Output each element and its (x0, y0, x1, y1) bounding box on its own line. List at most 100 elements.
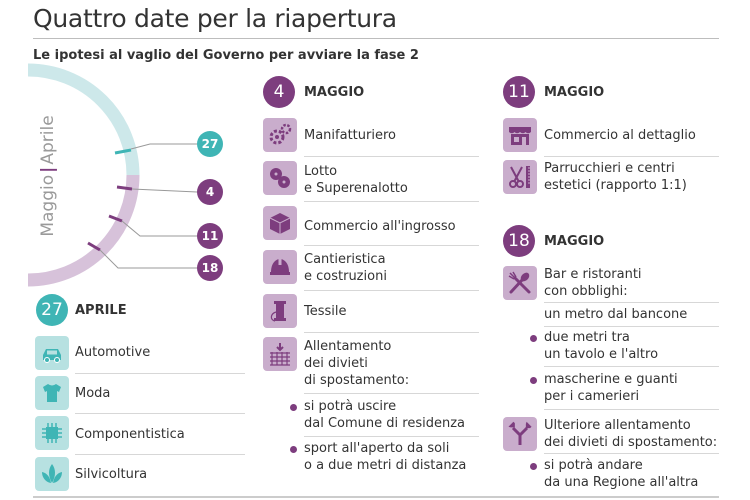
marker-tick-18 (87, 241, 101, 252)
bullet-due-metri: due metri tra un tavolo e l'altro (544, 329, 658, 363)
row-divider (75, 373, 245, 374)
bullet-sport-line-1: sport all'aperto da soli (304, 441, 450, 456)
travel-line-2: dei divieti di spostamento: (544, 435, 718, 450)
row-divider (544, 326, 719, 327)
row-divider (304, 290, 479, 291)
rule-metro-bancone: un metro dal bancone (544, 307, 688, 322)
row-divider (304, 436, 479, 437)
bullet-uscire-comune: si potrà uscire dal Comune di residenza (304, 398, 465, 432)
sector-manifatturiero: Manifatturiero (304, 128, 396, 143)
sector-tessile: Tessile (304, 304, 347, 319)
scissors-comb-icon (503, 160, 537, 194)
month-label-maggio: Maggio (38, 174, 58, 237)
bullet-regione: si potrà andare da una Regione all'altra (544, 457, 698, 491)
row-divider (544, 453, 719, 454)
sector-lotto-line-1: Lotto (304, 164, 338, 179)
date-badge-18: 18 (503, 225, 535, 257)
connector-11 (121, 220, 197, 237)
date-badge-11: 11 (503, 76, 535, 108)
bullet-dot (290, 446, 297, 453)
vertical-month-labels: Maggio|Aprile (38, 115, 58, 236)
page-subtitle: Le ipotesi al vaglio del Governo per avv… (33, 48, 419, 63)
date-badge-27: 27 (36, 294, 68, 326)
sector-lotto-line-2: e Superenalotto (304, 181, 408, 196)
marker-tick-11 (108, 214, 123, 223)
split-arrow-icon (503, 417, 537, 451)
sector-cantieristica-line-1: Cantieristica (304, 252, 386, 267)
fork-knife-icon (503, 266, 537, 300)
title-divider (33, 38, 719, 39)
row-divider (304, 393, 479, 394)
sector-commercio-dettaglio: Commercio al dettaglio (544, 128, 696, 143)
tshirt-icon (35, 376, 69, 410)
timeline-marker-27: 27 (197, 131, 223, 157)
bullet-sport-aperto: sport all'aperto da soli o a due metri d… (304, 440, 466, 474)
thread-spool-icon (263, 294, 297, 328)
bullet-due-metri-line-2: un tavolo e l'altro (544, 347, 659, 362)
lottery-balls-icon (263, 161, 297, 195)
bullet-regione-line-1: si potrà andare (544, 458, 643, 473)
bullet-dot (530, 463, 537, 470)
bullet-regione-line-2: da una Regione all'altra (544, 475, 699, 490)
connector-18 (99, 249, 197, 269)
parrucchieri-line-1: Parrucchieri e centri (544, 161, 675, 176)
month-separator: | (38, 166, 58, 173)
bullet-mascherine-line-1: mascherine e guanti (544, 372, 678, 387)
bullet-uscire-line-2: dal Comune di residenza (304, 416, 465, 431)
sector-lotto: Lotto e Superenalotto (304, 163, 408, 197)
timeline-marker-18: 18 (197, 255, 223, 281)
bar-ristoranti-line-1: Bar e ristoranti (544, 267, 642, 282)
bullet-mascherine: mascherine e guanti per i camerieri (544, 371, 678, 405)
chip-icon (35, 416, 69, 450)
bullet-mascherine-line-2: per i camerieri (544, 389, 640, 404)
bullet-uscire-line-1: si potrà uscire (304, 399, 397, 414)
row-divider (75, 413, 245, 414)
month-label-aprile: Aprile (38, 115, 58, 165)
row-divider (544, 366, 719, 367)
helmet-icon (263, 250, 297, 284)
travel-allentamento: Ulteriore allentamento dei divieti di sp… (544, 417, 717, 451)
crate-icon (263, 206, 297, 240)
shop-icon (503, 118, 537, 152)
bottom-divider (33, 496, 719, 498)
row-divider (304, 156, 479, 157)
sector-allentamento: Allentamento dei divieti di spostamento: (304, 338, 409, 389)
allentamento-line-2: dei divieti (304, 356, 368, 371)
sector-cantieristica-line-2: e costruzioni (304, 269, 387, 284)
timeline-arc (27, 63, 198, 287)
car-icon (35, 336, 69, 370)
grid-arrow-icon (263, 337, 297, 371)
row-divider (75, 454, 245, 455)
timeline-marker-4: 4 (197, 179, 223, 205)
parrucchieri-line-2: estetici (rapporto 1:1) (544, 178, 687, 193)
marker-tick-4 (116, 185, 133, 191)
month-heading-maggio-4: MAGGIO (304, 85, 365, 100)
page-title: Quattro date per la riapertura (33, 4, 397, 33)
marker-tick-27 (114, 148, 132, 155)
bar-ristoranti-line-2: con obblighi: (544, 284, 628, 299)
connector-4 (131, 188, 198, 193)
bullet-dot (290, 404, 297, 411)
gears-icon (263, 118, 297, 152)
row-divider (544, 409, 719, 410)
date-badge-4: 4 (263, 76, 295, 108)
row-divider (304, 201, 479, 202)
sector-automotive: Automotive (75, 345, 151, 360)
leaf-icon (35, 457, 69, 491)
row-divider (544, 156, 719, 157)
bullet-dot (530, 377, 537, 384)
bullet-sport-line-2: o a due metri di distanza (304, 458, 467, 473)
timeline-marker-11: 11 (197, 223, 223, 249)
sector-commercio-ingrosso: Commercio all'ingrosso (304, 219, 456, 234)
month-heading-aprile: APRILE (75, 303, 127, 318)
allentamento-line-3: di spostamento: (304, 373, 410, 388)
row-divider (304, 332, 479, 333)
sector-parrucchieri: Parrucchieri e centri estetici (rapporto… (544, 160, 687, 194)
sector-cantieristica: Cantieristica e costruzioni (304, 251, 387, 285)
connector-27 (130, 143, 197, 150)
month-heading-maggio-18: MAGGIO (544, 234, 605, 249)
bullet-dot (530, 335, 537, 342)
month-heading-maggio-11: MAGGIO (544, 85, 605, 100)
sector-bar-ristoranti: Bar e ristoranti con obblighi: (544, 266, 642, 300)
allentamento-line-1: Allentamento (304, 339, 392, 354)
